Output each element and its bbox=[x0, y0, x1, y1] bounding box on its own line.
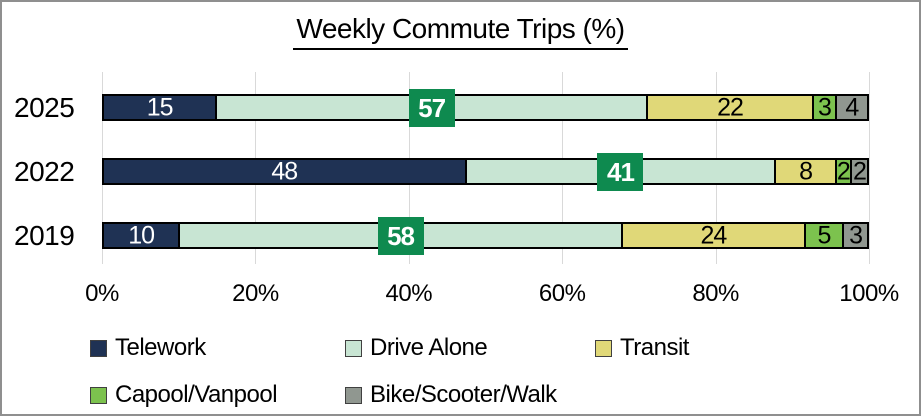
bar-value-label: 41 bbox=[597, 152, 644, 191]
legend-label: Capool/Vanpool bbox=[115, 381, 278, 408]
bar-segment: 48 bbox=[104, 157, 467, 185]
legend-swatch-icon bbox=[345, 386, 362, 404]
legend-item: Bike/Scooter/Walk bbox=[345, 383, 557, 407]
bar-segment: 2 bbox=[851, 157, 867, 185]
bar-value-label: 5 bbox=[817, 221, 832, 249]
x-axis: 0% 20% 40% 60% 80% 100% bbox=[85, 280, 899, 307]
bar-segment: 4 bbox=[836, 93, 867, 121]
bar-segment: 22 bbox=[647, 93, 815, 121]
bar-segment: 10 bbox=[104, 221, 181, 249]
bar-value-label: 22 bbox=[717, 93, 744, 121]
bar-segment: 41 bbox=[466, 152, 777, 191]
y-category-label: 2022 bbox=[14, 156, 75, 187]
bar-value-label: 15 bbox=[146, 93, 174, 121]
x-tick-label: 0% bbox=[85, 280, 119, 307]
bar-value-label: 24 bbox=[700, 221, 727, 249]
gridline bbox=[869, 72, 870, 264]
legend-label: Bike/Scooter/Walk bbox=[370, 381, 557, 408]
bar-row: 15 57 22 3 4 bbox=[102, 88, 869, 127]
x-tick-label: 40% bbox=[385, 280, 433, 307]
x-tick-label: 100% bbox=[839, 280, 899, 307]
legend-label: Transit bbox=[620, 334, 689, 361]
legend-swatch-icon bbox=[90, 339, 107, 357]
bar-segment: 24 bbox=[622, 221, 806, 249]
y-category-label: 2025 bbox=[14, 92, 75, 123]
legend-swatch-icon bbox=[345, 339, 362, 357]
chart-title: Weekly Commute Trips (%) bbox=[293, 13, 628, 50]
legend-item: Telework bbox=[90, 336, 206, 360]
bar-value-label: 58 bbox=[377, 216, 424, 255]
bar-row: 48 41 8 2 2 bbox=[102, 152, 869, 191]
bar-value-label: 57 bbox=[408, 88, 455, 127]
x-tick-label: 60% bbox=[538, 280, 586, 307]
bar-value-label: 10 bbox=[128, 221, 155, 249]
bar-segment: 3 bbox=[844, 221, 867, 249]
bar-segment: 5 bbox=[805, 221, 845, 249]
legend-label: Telework bbox=[115, 334, 206, 361]
legend-swatch-icon bbox=[90, 386, 107, 404]
bar-row: 10 58 24 5 3 bbox=[102, 216, 869, 255]
legend-item: Transit bbox=[595, 336, 689, 360]
bar-value-label: 48 bbox=[271, 157, 298, 185]
legend-swatch-icon bbox=[595, 339, 612, 357]
x-tick-label: 20% bbox=[232, 280, 279, 307]
bar-segment: 57 bbox=[217, 88, 648, 127]
bar-segment: 15 bbox=[104, 93, 218, 121]
legend-item: Capool/Vanpool bbox=[90, 381, 278, 408]
chart-title-wrap: Weekly Commute Trips (%) bbox=[2, 13, 919, 50]
y-category-label: 2019 bbox=[14, 220, 75, 251]
bar-value-label: 3 bbox=[817, 93, 832, 121]
plot-area: 15 57 22 3 4 48 41 8 2 2 10 58 24 5 3 bbox=[102, 72, 870, 264]
bar-segment: 3 bbox=[814, 93, 837, 121]
legend-label: Drive Alone bbox=[370, 334, 488, 361]
bar-value-label: 3 bbox=[849, 221, 863, 249]
bar-value-label: 4 bbox=[845, 93, 859, 121]
bar-segment: 8 bbox=[776, 157, 837, 185]
legend-item: Drive Alone bbox=[345, 334, 488, 361]
bar-value-label: 2 bbox=[852, 157, 867, 185]
bar-value-label: 2 bbox=[836, 157, 851, 185]
bar-segment: 58 bbox=[180, 216, 623, 255]
bar-segment: 2 bbox=[836, 157, 852, 185]
bar-value-label: 8 bbox=[799, 157, 813, 185]
x-tick-label: 80% bbox=[692, 280, 739, 307]
